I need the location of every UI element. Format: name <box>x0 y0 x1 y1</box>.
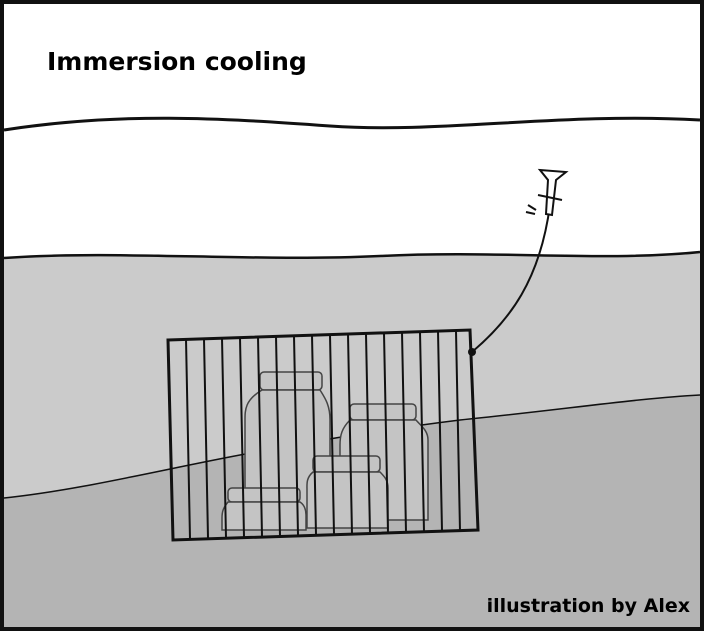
illustration: Immersion cooling illustration by Alex <box>0 0 704 631</box>
credit: illustration by Alex <box>487 595 690 617</box>
title: Immersion cooling <box>47 47 307 76</box>
